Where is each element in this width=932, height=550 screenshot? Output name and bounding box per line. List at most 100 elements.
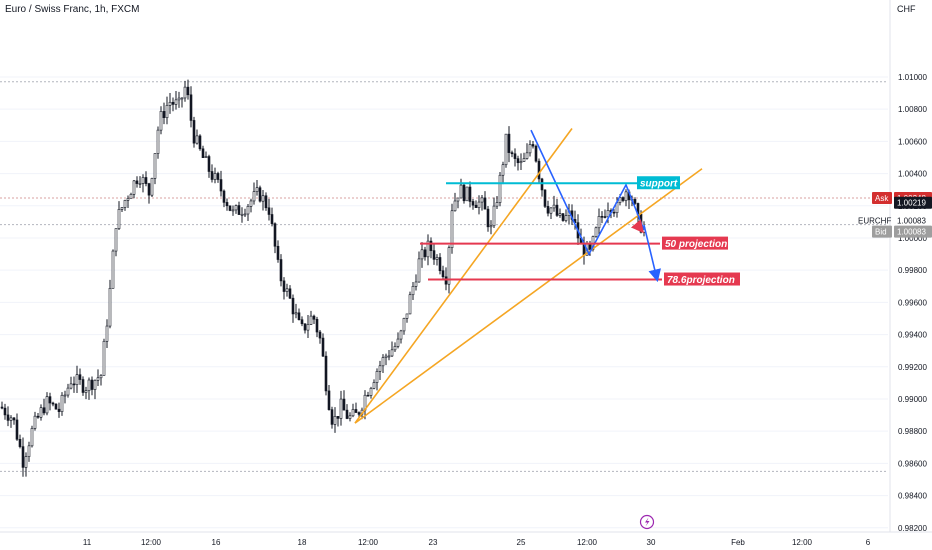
candle-body (213, 173, 217, 180)
candle-body (237, 205, 241, 215)
candle-body (468, 186, 472, 202)
candle-body (204, 156, 208, 158)
candle-body (408, 294, 412, 315)
candle-body (174, 99, 178, 105)
candle-body (24, 456, 28, 468)
candle-body (402, 318, 406, 332)
candle-body (243, 213, 247, 216)
candle-body (276, 245, 280, 260)
candle-body (303, 323, 307, 331)
time-axis[interactable]: 11 12:00 16 18 12:00 23 25 12:00 30 Feb 12:00 6 (0, 531, 932, 547)
candle-body (36, 415, 40, 418)
symbol-price: 1.00083 (897, 217, 926, 226)
candle-body (258, 187, 262, 202)
support-label: support (640, 179, 678, 190)
last-price-bg (894, 196, 932, 209)
candle-body (195, 135, 199, 144)
ask-label: Ask (875, 194, 889, 203)
candle-body (240, 213, 244, 216)
x-tick-label: 12:00 (577, 538, 598, 547)
candle-body (222, 190, 226, 203)
x-tick-label: 30 (647, 538, 656, 547)
candle-body (633, 199, 637, 204)
candle-body (504, 133, 508, 166)
candle-body (147, 183, 151, 196)
candle-body (60, 394, 64, 412)
candle-body (390, 349, 394, 357)
candle-body (546, 206, 550, 214)
candle-body (489, 225, 493, 228)
candle-body (159, 111, 163, 131)
candle-body (492, 205, 496, 227)
candle-body (144, 177, 148, 184)
candle-body (333, 416, 337, 425)
candle-body (171, 101, 175, 105)
candle-body (357, 412, 361, 415)
candle-body (156, 129, 160, 154)
ask-label-bg (872, 192, 892, 205)
candlestick-series (0, 79, 646, 477)
candle-body (261, 195, 265, 202)
candle-body (126, 198, 130, 201)
candle-body (270, 214, 274, 224)
price-axis[interactable]: 1.010001.008001.006001.004001.002001.000… (889, 0, 927, 533)
candle-body (51, 402, 55, 405)
candle-body (603, 216, 607, 218)
candle-body (252, 191, 256, 202)
candle-body (486, 208, 490, 228)
x-tick-label: 12:00 (141, 538, 162, 547)
candle-body (33, 415, 37, 429)
candle-body (81, 379, 85, 393)
projection-arrow (630, 219, 645, 234)
y-tick-label: 0.98200 (898, 524, 927, 533)
candle-body (561, 213, 565, 221)
candle-body (168, 101, 172, 106)
candle-body (510, 152, 514, 155)
candle-body (378, 365, 382, 372)
x-tick-label: Feb (731, 538, 745, 547)
candle-body (324, 355, 328, 392)
candle-body (534, 145, 538, 162)
candle-body (255, 187, 259, 192)
candle-body (141, 177, 145, 184)
event-flag-icon[interactable] (639, 514, 655, 530)
bid-label: Bid (875, 228, 887, 237)
projection-786-label-bg (664, 272, 740, 286)
candle-body (435, 257, 439, 260)
candle-body (78, 374, 82, 380)
candle-body (564, 215, 568, 221)
bid-price: 1.00083 (897, 228, 926, 237)
candle-body (75, 374, 79, 385)
y-tick-label: 0.99600 (898, 298, 927, 307)
candle-body (399, 330, 403, 340)
y-tick-label: 0.99800 (898, 266, 927, 275)
candle-body (495, 202, 499, 207)
candle-body (93, 379, 97, 390)
candle-body (123, 200, 127, 208)
candle-body (120, 207, 124, 210)
candle-body (501, 164, 505, 176)
candle-body (306, 324, 310, 331)
candle-body (228, 205, 232, 211)
candle-body (285, 288, 289, 292)
x-tick-label: 12:00 (792, 538, 813, 547)
candle-body (597, 216, 601, 229)
x-tick-label: 11 (83, 538, 92, 547)
candle-body (63, 394, 67, 397)
candle-body (162, 111, 166, 119)
candle-body (342, 398, 346, 411)
candle-body (249, 200, 253, 207)
candle-body (309, 315, 313, 325)
candle-body (339, 398, 343, 419)
projection-50-label: 50 projection (665, 239, 727, 250)
candle-body (9, 417, 13, 421)
candle-body (66, 387, 70, 396)
candle-body (234, 205, 238, 211)
candle-body (462, 184, 466, 202)
candle-body (192, 120, 196, 144)
candle-body (153, 153, 157, 179)
candle-body (96, 377, 100, 381)
candle-body (297, 312, 301, 321)
candle-body (279, 259, 283, 282)
